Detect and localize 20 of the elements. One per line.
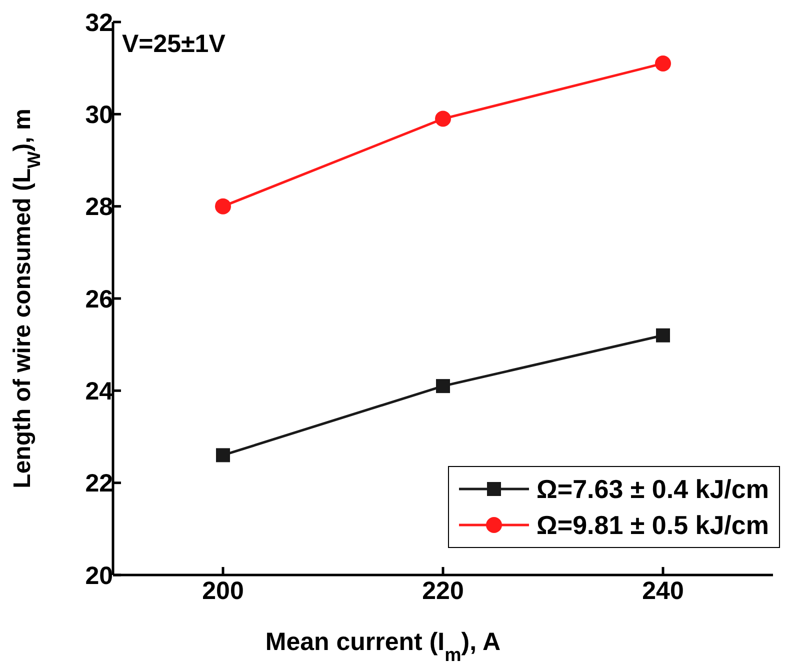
point [216, 448, 230, 462]
point [436, 379, 450, 394]
x-tick-label: 220 [422, 576, 464, 605]
y-tick-label: 24 [85, 378, 114, 406]
legend-label: Ω=9.81 ± 0.5 kJ/cm [536, 510, 769, 540]
y-tick-label: 32 [85, 8, 113, 37]
annotation: V=25±1V [122, 30, 226, 59]
legend-label: Ω=7.63 ± 0.4 kJ/cm [536, 474, 769, 504]
x-axis-title: Mean current (I$_{m}$), A [265, 628, 501, 663]
point [215, 198, 231, 214]
point [656, 328, 670, 342]
x-tick-label: 240 [642, 576, 684, 605]
point [435, 110, 451, 127]
y-tick-label: 30 [85, 101, 113, 130]
y-tick-label: 22 [85, 470, 113, 498]
y-tick-label: 28 [85, 193, 114, 222]
y-tick-label: 26 [85, 285, 113, 314]
y-tick-label: 20 [85, 562, 113, 590]
x-tick-label: 200 [202, 576, 244, 605]
point [655, 55, 671, 72]
